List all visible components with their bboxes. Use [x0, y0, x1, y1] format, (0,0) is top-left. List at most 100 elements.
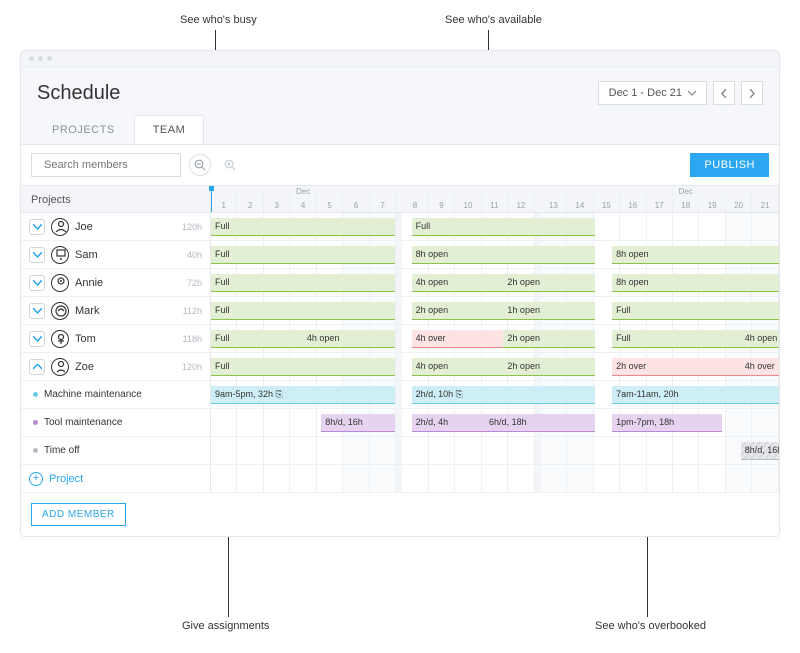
- schedule-block[interactable]: 8h/d, 16h: [321, 414, 394, 432]
- expand-toggle[interactable]: [29, 219, 45, 235]
- zoom-out-button[interactable]: [189, 154, 211, 176]
- member-name: Zoe: [75, 361, 94, 373]
- schedule-block[interactable]: 8h open: [412, 246, 596, 264]
- caret-down-icon: [688, 91, 696, 96]
- avatar-icon: [51, 274, 69, 292]
- schedule-block[interactable]: 2h/d, 4h: [412, 414, 485, 432]
- schedule-block: [722, 414, 780, 432]
- schedule-block[interactable]: 8h/d, 16h: [741, 442, 780, 460]
- magnifier-minus-icon: [194, 159, 206, 171]
- publish-button[interactable]: PUBLISH: [690, 153, 769, 177]
- member-hours: 120h: [182, 222, 202, 232]
- avatar-icon: [51, 246, 69, 264]
- next-button[interactable]: [741, 81, 763, 105]
- annotation-busy: See who's busy: [180, 14, 257, 26]
- app-window: Schedule Dec 1 - Dec 21 PROJECTS TEAM: [20, 50, 780, 537]
- chevron-down-icon: [33, 224, 42, 230]
- member-name: Annie: [75, 277, 103, 289]
- member-hours: 118h: [183, 334, 202, 344]
- schedule-block[interactable]: 4h open: [741, 330, 780, 348]
- tab-projects[interactable]: PROJECTS: [33, 115, 134, 144]
- schedule-block[interactable]: 8h open: [612, 246, 780, 264]
- member-hours: 72h: [187, 278, 202, 288]
- magnifier-plus-icon: [224, 159, 236, 171]
- member-hours: 112h: [183, 306, 202, 316]
- member-name: Mark: [75, 305, 99, 317]
- chevron-up-icon: [33, 364, 42, 370]
- schedule-block: [612, 218, 780, 236]
- expand-toggle[interactable]: [29, 331, 45, 347]
- date-range-button[interactable]: Dec 1 - Dec 21: [598, 81, 707, 105]
- window-titlebar: [21, 51, 779, 67]
- schedule-block[interactable]: Full: [211, 218, 395, 236]
- annotation-available: See who's available: [445, 14, 542, 26]
- schedule-block[interactable]: Full: [211, 330, 303, 348]
- chevron-down-icon: [33, 280, 42, 286]
- schedule-block[interactable]: 2h open: [503, 358, 595, 376]
- member-hours: 120h: [182, 362, 202, 372]
- member-name: Sam: [75, 249, 98, 261]
- schedule-block: [612, 442, 741, 460]
- schedule-block: [211, 442, 395, 460]
- annotation-assignments: Give assignments: [182, 620, 269, 632]
- schedule-block[interactable]: 4h open: [303, 330, 395, 348]
- chevron-down-icon: [33, 336, 42, 342]
- chevron-down-icon: [33, 252, 42, 258]
- tab-team[interactable]: TEAM: [134, 115, 205, 144]
- schedule-block[interactable]: Full: [612, 330, 741, 348]
- schedule-block[interactable]: Full: [211, 358, 395, 376]
- chevron-down-icon: [33, 308, 42, 314]
- schedule-block[interactable]: 7am-11am, 20h: [612, 386, 780, 404]
- page-title: Schedule: [37, 82, 120, 105]
- avatar-icon: [51, 218, 69, 236]
- chevron-left-icon: [721, 89, 727, 98]
- schedule-block[interactable]: 9am-5pm, 32h ⎘: [211, 386, 395, 404]
- schedule-block: [211, 414, 321, 432]
- annotation-overbooked: See who's overbooked: [595, 620, 706, 632]
- task-color-dot: [33, 392, 38, 397]
- schedule-block[interactable]: 6h/d, 18h: [485, 414, 595, 432]
- tabs: PROJECTS TEAM: [21, 115, 779, 144]
- schedule-block[interactable]: Full: [612, 302, 780, 320]
- prev-button[interactable]: [713, 81, 735, 105]
- avatar-icon: [51, 302, 69, 320]
- schedule-block[interactable]: Full: [412, 218, 596, 236]
- member-hours: 40h: [187, 250, 202, 260]
- add-member-button[interactable]: ADD MEMBER: [31, 503, 126, 526]
- expand-toggle[interactable]: [29, 359, 45, 375]
- task-name: Time off: [44, 445, 80, 456]
- schedule-block[interactable]: 8h open: [612, 274, 780, 292]
- avatar-icon: [51, 358, 69, 376]
- search-input[interactable]: [31, 153, 181, 177]
- schedule-block[interactable]: 2h open: [503, 330, 595, 348]
- schedule-block[interactable]: 1h open: [503, 302, 595, 320]
- add-project-link[interactable]: + Project: [29, 472, 83, 486]
- schedule-block[interactable]: 4h over: [412, 330, 504, 348]
- chevron-right-icon: [749, 89, 755, 98]
- member-name: Joe: [75, 221, 93, 233]
- schedule-block[interactable]: 1pm-7pm, 18h: [612, 414, 722, 432]
- task-name: Tool maintenance: [44, 417, 122, 428]
- schedule-block[interactable]: Full: [211, 274, 395, 292]
- task-color-dot: [33, 448, 38, 453]
- member-name: Tom: [75, 333, 96, 345]
- schedule-block[interactable]: 2h open: [412, 302, 504, 320]
- schedule-block[interactable]: 2h open: [503, 274, 595, 292]
- schedule-block[interactable]: 2h over: [612, 358, 741, 376]
- expand-toggle[interactable]: [29, 275, 45, 291]
- zoom-in-button[interactable]: [219, 154, 241, 176]
- avatar-icon: [51, 330, 69, 348]
- schedule-block[interactable]: 2h/d, 10h ⎘: [412, 386, 596, 404]
- expand-toggle[interactable]: [29, 303, 45, 319]
- schedule-block[interactable]: 4h open: [412, 358, 504, 376]
- schedule-block[interactable]: Full: [211, 302, 395, 320]
- schedule-block[interactable]: 4h open: [412, 274, 504, 292]
- expand-toggle[interactable]: [29, 247, 45, 263]
- schedule-block: [412, 442, 596, 460]
- schedule-block[interactable]: Full: [211, 246, 395, 264]
- search-field[interactable]: [44, 159, 186, 171]
- task-color-dot: [33, 420, 38, 425]
- schedule-block[interactable]: 4h over: [741, 358, 780, 376]
- grid-head-label: Projects: [21, 186, 211, 212]
- task-name: Machine maintenance: [44, 389, 142, 400]
